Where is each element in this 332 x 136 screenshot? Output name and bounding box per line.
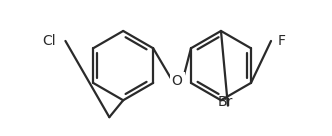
Text: Cl: Cl (42, 34, 56, 48)
Text: F: F (277, 34, 285, 48)
Text: Br: Br (217, 95, 232, 109)
Text: O: O (172, 74, 183, 88)
